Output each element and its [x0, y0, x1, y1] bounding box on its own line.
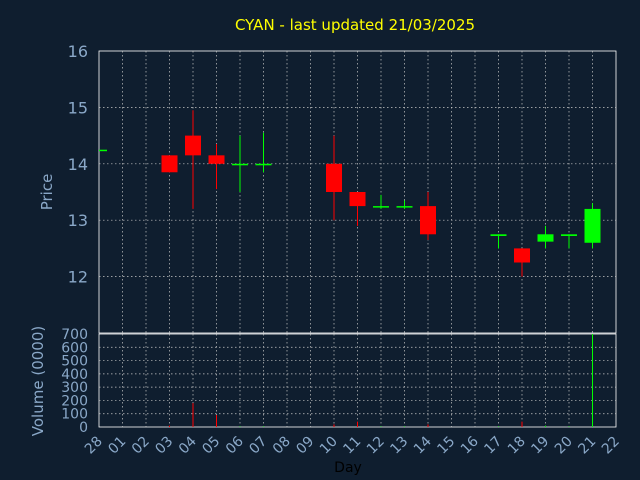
x-tick-label: 22 — [599, 434, 623, 458]
candle-body — [99, 149, 107, 152]
volume-tick-label: 100 — [61, 407, 88, 423]
candle-body — [514, 248, 530, 263]
candle-body — [232, 163, 248, 166]
volume-tick-label: 200 — [61, 393, 88, 409]
volume-tick-label: 500 — [61, 354, 88, 370]
candle-body — [255, 163, 272, 166]
x-tick-label: 09 — [293, 434, 317, 458]
volume-tick-label: 400 — [61, 367, 88, 383]
x-tick-label: 02 — [129, 434, 153, 458]
price-tick-label: 12 — [68, 268, 88, 287]
candle-body — [185, 135, 201, 156]
volume-axis-label: Volume (0000) — [29, 326, 47, 436]
x-tick-label: 16 — [458, 433, 482, 457]
x-tick-label: 15 — [434, 434, 458, 458]
x-tick-label: 04 — [176, 433, 200, 457]
candle-body — [537, 234, 554, 242]
x-tick-label: 11 — [340, 434, 364, 458]
x-tick-label: 08 — [270, 434, 294, 458]
candle-body — [420, 206, 436, 235]
x-tick-label: 13 — [387, 434, 411, 458]
x-tick-label: 06 — [223, 433, 247, 457]
price-tick-label: 14 — [68, 155, 88, 174]
x-tick-label: 12 — [364, 434, 388, 458]
volume-panel-frame — [98, 333, 617, 428]
chart-title: CYAN - last updated 21/03/2025 — [235, 16, 475, 34]
candle-body — [161, 155, 178, 173]
volume-tick-label: 700 — [61, 327, 88, 343]
x-tick-label: 07 — [246, 434, 270, 458]
price-tick-label: 15 — [68, 98, 88, 117]
candle-body — [208, 155, 225, 164]
candle-body — [584, 208, 601, 243]
x-tick-label: 21 — [575, 434, 599, 458]
x-tick-label: 03 — [152, 434, 176, 458]
volume-tick-label: 0 — [79, 420, 88, 436]
volume-tick-label: 600 — [61, 340, 88, 356]
x-tick-label: 18 — [505, 434, 529, 458]
x-tick-label: 05 — [199, 434, 223, 458]
price-tick-label: 13 — [68, 211, 88, 230]
candle-body — [561, 234, 577, 236]
price-tick-label: 16 — [68, 42, 88, 61]
x-tick-label: 10 — [317, 434, 341, 458]
x-axis-label: Day — [334, 460, 362, 476]
volume-tick-label: 300 — [61, 380, 88, 396]
x-tick-label: 20 — [552, 434, 576, 458]
candle-body — [490, 234, 507, 236]
x-tick-label: 28 — [82, 434, 106, 458]
x-tick-label: 14 — [411, 433, 435, 457]
candle-body — [326, 163, 342, 192]
x-tick-label: 01 — [105, 434, 129, 458]
price-axis-label: Price — [38, 174, 56, 211]
x-tick-label: 17 — [481, 434, 505, 458]
candle-body — [373, 206, 389, 208]
x-tick-label: 19 — [528, 434, 552, 458]
candle-body — [396, 206, 413, 208]
candle-body — [349, 192, 366, 207]
